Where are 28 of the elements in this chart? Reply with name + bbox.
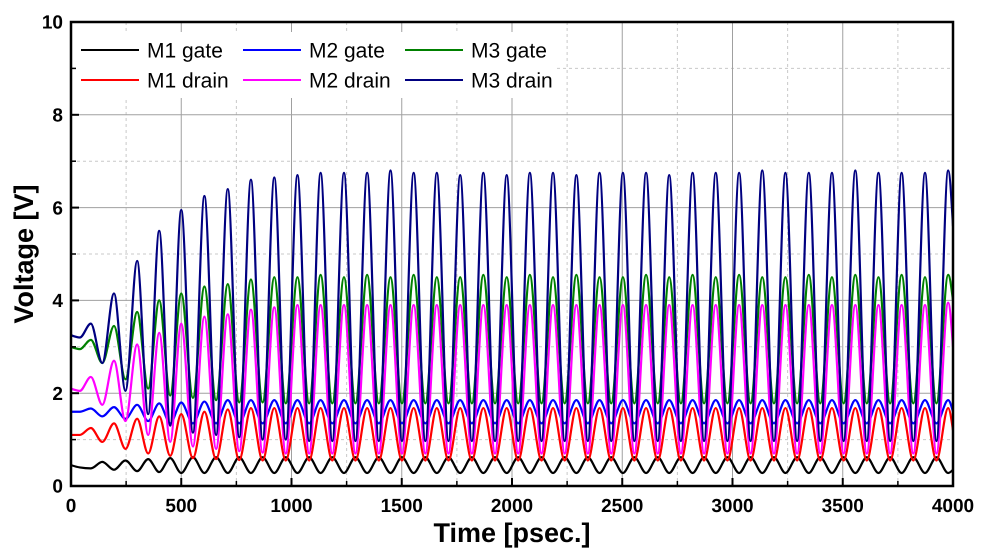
x-tick-label: 2000 — [490, 496, 534, 517]
y-tick-label: 4 — [52, 291, 64, 312]
y-tick-label: 2 — [52, 384, 63, 405]
line-series — [71, 302, 953, 455]
x-tick-label: 3000 — [711, 496, 754, 517]
y-tick-label: 8 — [52, 105, 63, 126]
line-series — [71, 406, 953, 462]
x-tick-label: 0 — [66, 496, 76, 517]
x-axis-title: Time [psec.] — [433, 518, 591, 548]
y-tick-label: 10 — [42, 12, 63, 34]
legend-label: M3 gate — [471, 39, 547, 62]
line-series — [71, 169, 953, 442]
legend-label: M2 gate — [309, 39, 385, 62]
x-tick-label: 2500 — [601, 496, 644, 517]
x-tick-label: 500 — [165, 496, 198, 517]
x-tick-label: 1000 — [270, 496, 313, 517]
line-series — [71, 399, 953, 424]
y-tick-label: 6 — [52, 198, 63, 220]
legend-label: M3 drain — [471, 69, 553, 92]
legend-label: M1 gate — [147, 39, 223, 62]
y-axis-title: Voltage [V] — [9, 184, 39, 324]
y-tick-label: 0 — [52, 476, 63, 498]
legend-label: M1 drain — [147, 69, 229, 92]
x-tick-label: 1500 — [380, 496, 423, 517]
x-tick-label: 4000 — [932, 496, 974, 517]
x-tick-label: 3500 — [822, 496, 864, 517]
legend-label: M2 drain — [309, 69, 391, 92]
line-series — [71, 274, 953, 405]
